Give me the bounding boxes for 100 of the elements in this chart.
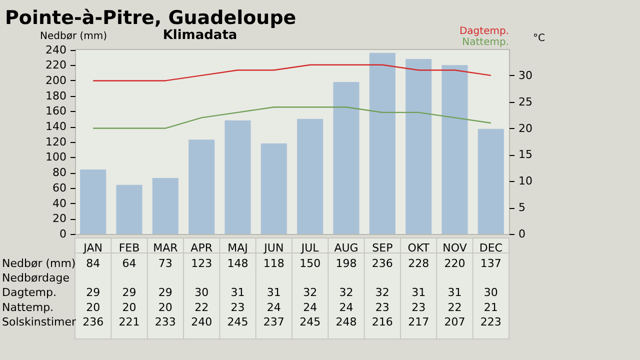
data-label: 24 — [303, 300, 318, 314]
text: 207 — [444, 315, 466, 328]
x-tick-label: APR — [190, 242, 213, 254]
text: 236 — [82, 315, 104, 328]
data-label: 64 — [122, 257, 136, 270]
data-label: 198 — [336, 257, 357, 270]
data-label: 23 — [375, 300, 390, 314]
data-label: 24 — [266, 300, 281, 314]
y2-tick-label: 20 — [518, 122, 532, 135]
y2-tick-label: 30 — [518, 68, 532, 82]
text: Nattemp. — [2, 300, 54, 314]
y-tick-label: 240 — [46, 43, 66, 56]
data-label: 31 — [230, 286, 245, 300]
y-tick-label: 180 — [46, 89, 66, 102]
data-label: 123 — [191, 257, 212, 270]
data-label: 32 — [303, 286, 318, 300]
data-label: 228 — [408, 257, 430, 270]
y-tick-label: 40 — [52, 196, 66, 210]
text: 217 — [408, 315, 430, 328]
text: 245 — [227, 315, 248, 328]
data-label: 20 — [122, 300, 136, 314]
y-tick-label: 0 — [60, 228, 66, 240]
y2-axis-title: °C — [533, 33, 545, 44]
text: 216 — [372, 315, 393, 328]
data-label: 30 — [194, 286, 209, 300]
x-tick-label: MAR — [153, 242, 178, 254]
x-tick-label: JUL — [300, 242, 320, 254]
y-tick-label: 140 — [46, 120, 66, 134]
data-label: 31 — [412, 286, 426, 300]
text: 221 — [118, 315, 140, 328]
data-label: 148 — [227, 257, 248, 270]
data-label: 29 — [86, 286, 100, 300]
text: 237 — [263, 315, 284, 328]
x-tick-label: MAJ — [228, 242, 248, 254]
data-label: 84 — [86, 257, 100, 270]
y-tick-label: 220 — [46, 58, 66, 72]
y-tick-label: 80 — [52, 166, 66, 180]
data-label: 220 — [444, 257, 466, 270]
x-tick-label: NOV — [442, 242, 468, 254]
y-tick-label: 160 — [46, 104, 66, 118]
y-tick-label: 120 — [46, 135, 66, 148]
data-label: 30 — [484, 286, 498, 300]
line-series — [92, 64, 492, 82]
chart-title: Pointe-à-Pitre, Guadeloupe — [5, 7, 296, 29]
x-tick-label: AUG — [334, 242, 358, 254]
chart-subtitle: Klimadata — [162, 28, 238, 43]
text: Dagtemp. — [459, 26, 509, 37]
y2-tick-label: 10 — [518, 174, 532, 188]
data-label: 24 — [339, 300, 354, 314]
text: 245 — [300, 315, 321, 328]
data-label: 23 — [412, 300, 426, 314]
data-label: 32 — [375, 286, 390, 300]
x-tick-label: DEC — [479, 242, 503, 254]
text: Dagtemp. — [2, 286, 56, 300]
y-axis-title: Nedbør (mm) — [40, 31, 108, 42]
x-tick-label: OKT — [408, 242, 430, 254]
bar — [116, 184, 142, 234]
x-tick-label: FEB — [118, 242, 140, 254]
text: Nedbør (mm) — [2, 257, 76, 270]
bar — [297, 118, 324, 234]
bar — [224, 120, 251, 234]
data-label: 31 — [448, 286, 462, 300]
y-tick-label: 20 — [52, 212, 66, 226]
y2-tick-label: 5 — [518, 201, 526, 214]
data-label: 118 — [263, 257, 284, 270]
data-label: 236 — [372, 257, 393, 270]
bar — [152, 178, 178, 234]
data-label: 137 — [480, 257, 502, 270]
data-label: 20 — [86, 300, 100, 314]
x-tick-label: JUN — [263, 242, 284, 254]
bar — [260, 143, 287, 234]
y2-tick-label: 25 — [518, 95, 532, 108]
x-tick-label: SEP — [372, 242, 394, 254]
line-series — [92, 106, 492, 129]
data-label: 21 — [484, 300, 498, 314]
text: 240 — [191, 315, 212, 328]
data-label: 20 — [158, 300, 172, 314]
y-tick-label: 60 — [52, 181, 66, 194]
bar — [478, 128, 504, 234]
bar — [369, 52, 396, 234]
data-label: 22 — [448, 300, 462, 314]
bar — [188, 140, 215, 234]
data-label: 32 — [339, 286, 354, 300]
data-label: 29 — [122, 286, 136, 300]
text: Solskinstimer — [2, 315, 76, 328]
data-label: 73 — [158, 257, 172, 270]
data-label: 23 — [230, 300, 245, 314]
y-tick-label: 100 — [46, 150, 66, 164]
text: 248 — [336, 315, 357, 328]
bar — [80, 170, 106, 234]
text: Nattemp. — [462, 37, 509, 48]
y2-tick-label: 15 — [518, 148, 532, 162]
y-tick-label: 200 — [46, 74, 66, 87]
x-tick-label: JAN — [82, 242, 102, 254]
text: 233 — [154, 315, 176, 328]
data-label: 150 — [300, 257, 321, 270]
text: Nedbørdage — [2, 272, 70, 285]
bar — [442, 65, 468, 234]
data-label: 31 — [266, 286, 281, 300]
text: 223 — [480, 315, 502, 328]
